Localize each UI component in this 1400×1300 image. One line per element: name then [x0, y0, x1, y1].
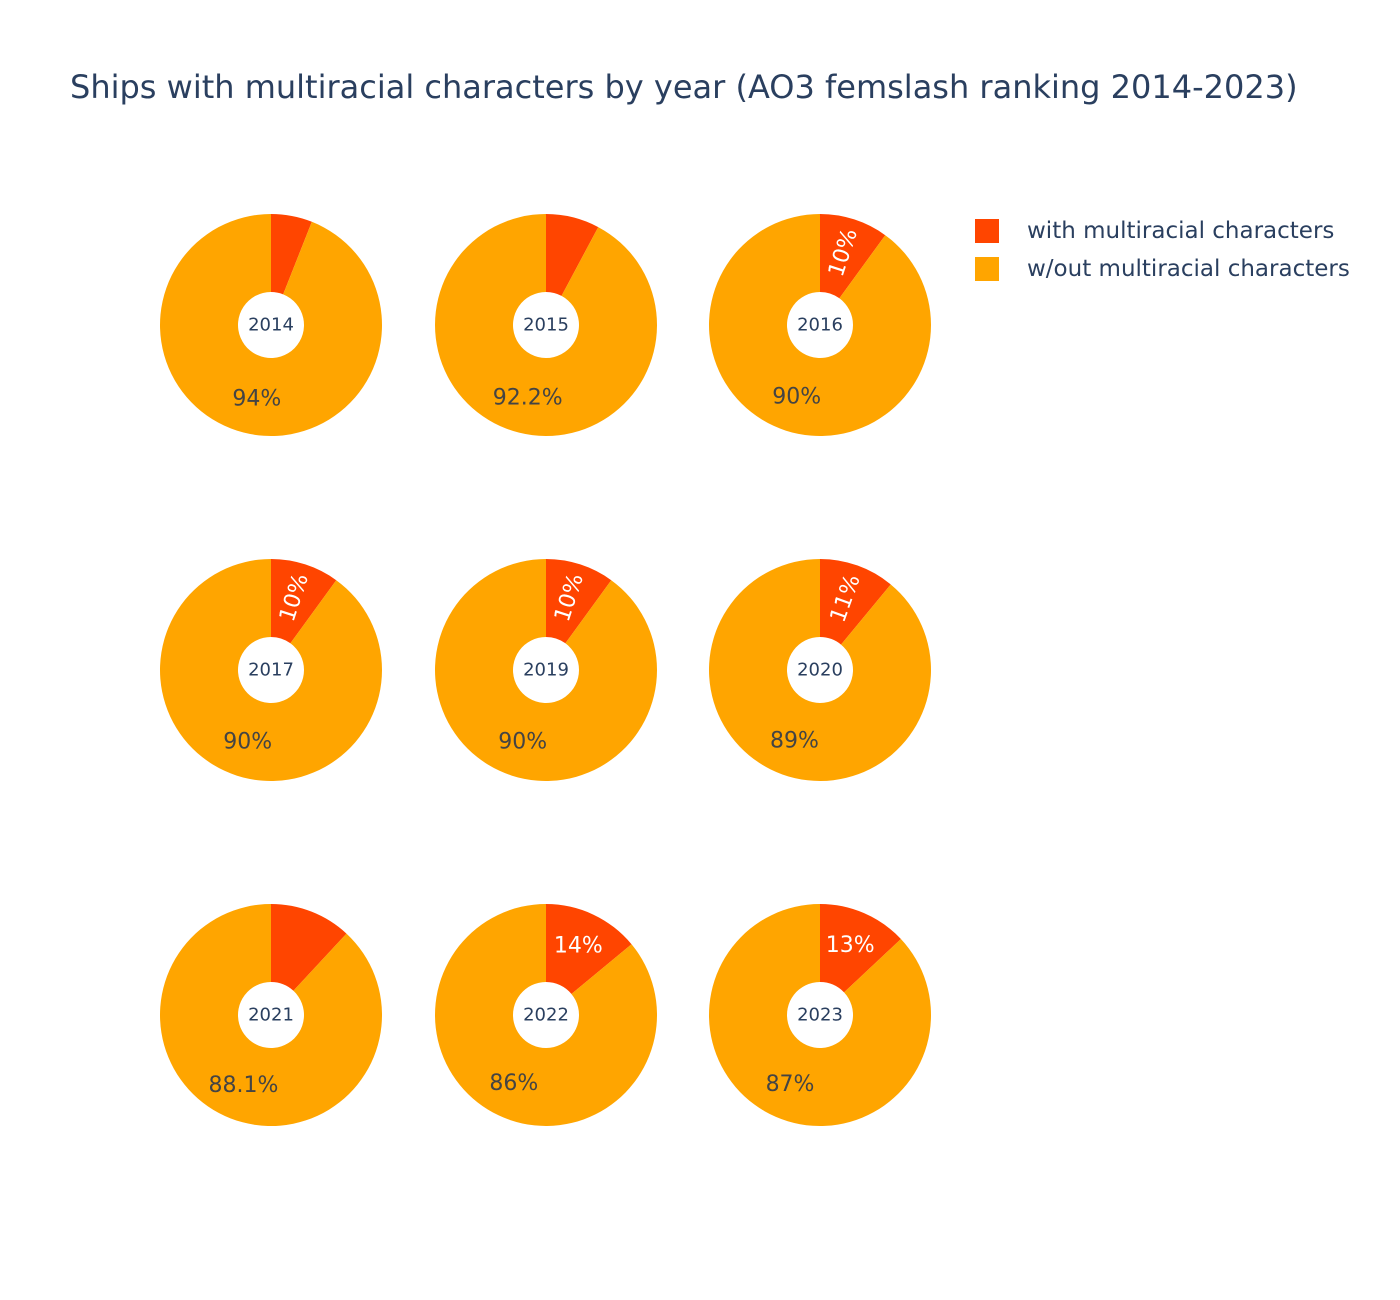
- slice-without-2014[interactable]: [159, 214, 382, 436]
- donut-2017: 10%90%2017: [160, 559, 383, 781]
- slice-without-2020[interactable]: [708, 559, 931, 782]
- slice-with-2023[interactable]: [820, 904, 901, 993]
- legend-label-without: w/out multiracial characters: [1027, 256, 1350, 282]
- donut-center-label-2016: 2016: [797, 315, 843, 336]
- donut-center-label-2022: 2022: [523, 1005, 569, 1026]
- slice-label-with-2022: 14%: [554, 934, 603, 959]
- legend-swatch-with: [975, 219, 999, 243]
- slice-label-without-2023: 87%: [766, 1072, 815, 1097]
- donut-2022: 14% 86% 2022: [434, 904, 657, 1126]
- legend: with multiracial characters w/out multir…: [975, 212, 1350, 288]
- slice-label-without-2019: 90%: [498, 729, 547, 754]
- slice-with-2015[interactable]: [546, 214, 599, 296]
- slice-without-2022[interactable]: [434, 904, 657, 1126]
- slice-without-2021[interactable]: [160, 904, 382, 1126]
- slice-label-without-2017: 90%: [223, 729, 272, 754]
- slice-label-with-2023: 13%: [826, 933, 875, 958]
- donut-center-label-2017: 2017: [248, 660, 294, 681]
- slice-label-without-2015: 92.2%: [493, 386, 563, 411]
- donut-center-label-2021: 2021: [248, 1005, 294, 1026]
- slice-label-without-2014: 94%: [232, 387, 281, 412]
- legend-swatch-without: [975, 257, 999, 281]
- donut-2016: 10%90%2016: [709, 213, 931, 436]
- legend-item-with[interactable]: with multiracial characters: [975, 212, 1350, 250]
- slice-without-2019[interactable]: [435, 559, 657, 781]
- donut-center-label-2020: 2020: [797, 660, 843, 681]
- slice-without-2017[interactable]: [160, 559, 383, 781]
- slice-with-2022[interactable]: [546, 904, 632, 994]
- donut-center-label-2015: 2015: [523, 315, 569, 336]
- donut-2021: 88.1% 2021: [160, 904, 382, 1126]
- slice-label-without-2020: 89%: [770, 729, 819, 754]
- slice-label-without-2016: 90%: [772, 384, 821, 409]
- donut-2023: 13% 87% 2023: [708, 904, 931, 1126]
- slice-with-2016[interactable]: [820, 214, 886, 299]
- slice-with-2020[interactable]: [820, 559, 891, 645]
- donut-2015: 92.2% 2015: [435, 214, 657, 436]
- slice-without-2023[interactable]: [708, 904, 931, 1126]
- slice-label-without-2021: 88.1%: [208, 1073, 278, 1098]
- slice-without-2015[interactable]: [435, 214, 657, 436]
- donut-center-label-2019: 2019: [523, 660, 569, 681]
- legend-item-without[interactable]: w/out multiracial characters: [975, 250, 1350, 288]
- slice-with-2014[interactable]: [271, 214, 312, 295]
- donut-2020: 11%89%2020: [708, 559, 931, 782]
- slice-without-2016[interactable]: [709, 213, 931, 436]
- chart-title: Ships with multiracial characters by yea…: [70, 68, 1298, 106]
- donut-center-label-2023: 2023: [797, 1005, 843, 1026]
- slice-with-2017[interactable]: [271, 559, 337, 644]
- slice-with-2021[interactable]: [271, 904, 347, 991]
- donut-2019: 10%90%2019: [435, 559, 657, 781]
- slice-label-without-2022: 86%: [489, 1071, 538, 1096]
- donut-center-label-2014: 2014: [248, 315, 294, 336]
- legend-label-with: with multiracial characters: [1027, 218, 1335, 244]
- donut-2014: 94% 2014: [159, 214, 382, 436]
- slice-with-2019[interactable]: [546, 559, 612, 644]
